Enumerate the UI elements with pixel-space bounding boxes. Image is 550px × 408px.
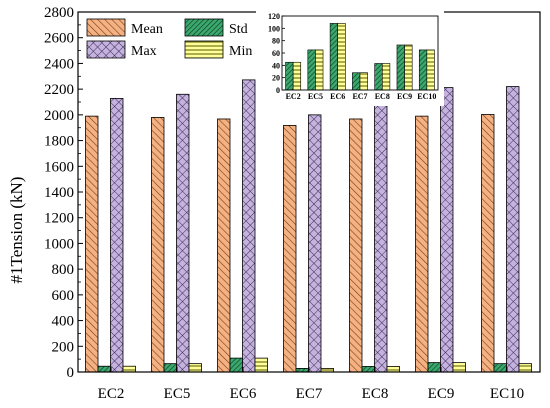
inset-bar-min-ec10 bbox=[426, 49, 435, 91]
inset-bar-std-ec7 bbox=[352, 72, 361, 91]
y-tick-label: 1000 bbox=[44, 236, 74, 252]
x-tick-label: EC7 bbox=[296, 386, 323, 402]
inset-bar-min-ec2 bbox=[292, 61, 302, 91]
y-tick-label: 400 bbox=[52, 314, 75, 330]
x-tick-label: EC6 bbox=[230, 386, 257, 402]
legend-label-mean: Mean bbox=[131, 22, 163, 37]
x-tick-label: EC5 bbox=[164, 386, 191, 402]
inset-bar-min-ec9 bbox=[404, 44, 413, 91]
legend: Mean Std Max Min bbox=[86, 18, 252, 59]
inset-x-tick-label: EC9 bbox=[397, 92, 412, 101]
y-tick-label: 2000 bbox=[44, 108, 74, 124]
legend-swatch-mean bbox=[86, 18, 126, 37]
bar-min-ec8 bbox=[386, 366, 400, 373]
inset-bar-min-ec6 bbox=[337, 23, 346, 91]
bar-mean-ec9 bbox=[415, 115, 429, 373]
x-tick-label: EC9 bbox=[428, 386, 455, 402]
inset-y-tick-label: 120 bbox=[268, 12, 280, 21]
y-tick-label: 2800 bbox=[44, 5, 74, 21]
y-tick-label: 2600 bbox=[44, 31, 74, 47]
legend-label-min: Min bbox=[229, 44, 252, 59]
bar-std-ec5 bbox=[163, 363, 177, 373]
main-axes: 0200400600800100012001400160018002000220… bbox=[44, 5, 524, 402]
y-axis-label: #1Tension (kN) bbox=[7, 177, 26, 284]
y-tick-label: 1800 bbox=[44, 134, 74, 150]
inset-bar-std-ec2 bbox=[285, 61, 294, 91]
bar-min-ec5 bbox=[188, 363, 202, 373]
x-tick-label: EC8 bbox=[362, 386, 389, 402]
legend-swatch-std bbox=[184, 18, 224, 37]
inset-y-tick-label: 40 bbox=[272, 61, 280, 70]
bar-std-ec2 bbox=[97, 365, 111, 373]
inset-bar-std-ec10 bbox=[418, 49, 428, 91]
bar-min-ec10 bbox=[518, 363, 532, 373]
inset-y-tick-label: 100 bbox=[268, 24, 280, 33]
bar-max-ec10 bbox=[506, 86, 520, 373]
bar-min-ec9 bbox=[452, 362, 466, 373]
inset-bar-std-ec6 bbox=[329, 23, 339, 91]
inset-x-tick-label: EC7 bbox=[352, 92, 367, 101]
legend-label-max: Max bbox=[131, 44, 157, 59]
inset-bar-std-ec5 bbox=[307, 49, 316, 91]
inset-x-tick-label: EC5 bbox=[308, 92, 323, 101]
inset-x-tick-label: EC2 bbox=[286, 92, 301, 101]
y-tick-label: 600 bbox=[52, 288, 75, 304]
bar-std-ec6 bbox=[229, 357, 243, 373]
x-tick-label: EC10 bbox=[490, 386, 524, 402]
bar-mean-ec6 bbox=[217, 118, 231, 373]
y-tick-label: 2200 bbox=[44, 82, 74, 98]
bar-mean-ec7 bbox=[283, 125, 297, 373]
inset-x-tick-label: EC10 bbox=[417, 92, 436, 101]
y-tick-label: 1400 bbox=[44, 185, 74, 201]
bar-std-ec9 bbox=[427, 362, 441, 373]
y-tick-label: 1600 bbox=[44, 159, 74, 175]
bar-max-ec6 bbox=[242, 79, 256, 373]
main-bars bbox=[85, 79, 532, 373]
inset-bar-std-ec9 bbox=[396, 44, 405, 91]
bar-max-ec8 bbox=[374, 103, 388, 373]
inset-y-tick-label: 0 bbox=[276, 86, 280, 95]
inset-x-tick-label: EC8 bbox=[375, 92, 390, 101]
inset-bar-min-ec7 bbox=[359, 72, 368, 91]
y-tick-label: 1200 bbox=[44, 211, 74, 227]
inset-x-tick-label: EC6 bbox=[330, 92, 345, 101]
inset-bar-std-ec8 bbox=[374, 63, 383, 91]
bar-max-ec5 bbox=[176, 93, 190, 373]
inset-background bbox=[256, 10, 444, 106]
inset-y-tick-label: 60 bbox=[272, 49, 280, 58]
bar-max-ec2 bbox=[110, 98, 124, 373]
bar-mean-ec2 bbox=[85, 115, 99, 373]
bar-std-ec8 bbox=[361, 366, 375, 373]
bar-std-ec10 bbox=[493, 363, 507, 373]
inset-y-tick-label: 20 bbox=[272, 74, 280, 83]
bar-mean-ec5 bbox=[151, 117, 165, 373]
inset-bar-min-ec8 bbox=[381, 63, 391, 91]
y-tick-label: 2400 bbox=[44, 56, 74, 72]
y-tick-label: 200 bbox=[52, 339, 75, 355]
legend-swatch-min bbox=[184, 40, 224, 59]
bar-min-ec2 bbox=[122, 365, 136, 373]
inset-chart: EC2 EC5 EC6 EC7 EC8 EC9 EC10 0 20 40 60 80 100 120 bbox=[256, 10, 444, 106]
inset-bar-min-ec5 bbox=[315, 49, 324, 91]
bar-mean-ec10 bbox=[481, 114, 495, 373]
inset-y-tick-label: 80 bbox=[272, 37, 280, 46]
bar-min-ec6 bbox=[254, 357, 268, 373]
x-tick-label: EC2 bbox=[98, 386, 125, 402]
bar-max-ec9 bbox=[440, 87, 454, 373]
y-tick-label: 0 bbox=[67, 365, 75, 381]
bar-mean-ec8 bbox=[349, 118, 363, 373]
y-tick-label: 800 bbox=[52, 262, 75, 278]
legend-swatch-max bbox=[86, 40, 126, 59]
bar-max-ec7 bbox=[308, 114, 322, 373]
legend-label-std: Std bbox=[229, 22, 248, 37]
